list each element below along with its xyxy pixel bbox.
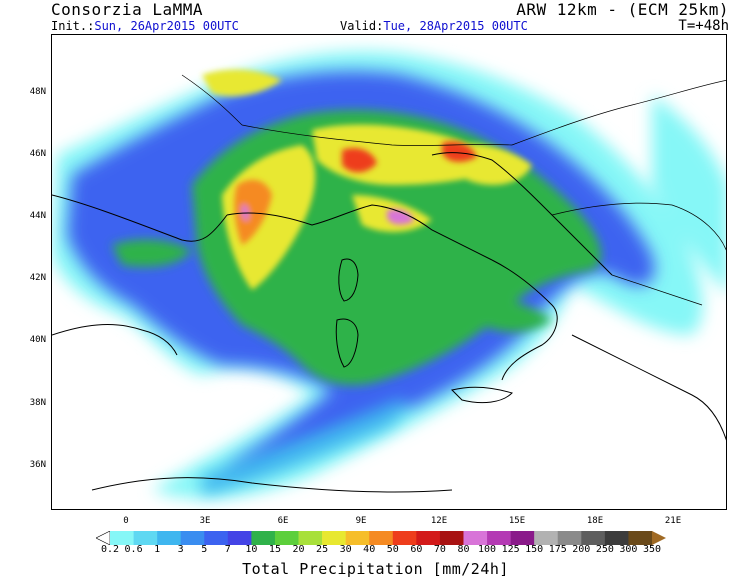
- colorbar-swatch: [510, 531, 535, 545]
- colorbar-swatch: [463, 531, 488, 545]
- colorbar-swatch: [110, 531, 134, 545]
- valid-label: Valid:: [340, 19, 384, 33]
- lon-label: 9E: [355, 516, 367, 526]
- lon-label: 18E: [586, 516, 604, 526]
- colorbar-swatch: [628, 531, 653, 545]
- borders: [181, 74, 726, 306]
- valid-value: Tue, 28Apr2015 00UTC: [383, 19, 528, 33]
- colorbar-level-label: 200: [572, 544, 591, 555]
- colorbar-level-label: 40: [363, 544, 376, 555]
- colorbar-swatch: [487, 531, 511, 545]
- colorbar-level-label: 60: [410, 544, 423, 555]
- colorbar-swatch: [557, 531, 582, 545]
- colorbar-title: Total Precipitation [mm/24h]: [242, 560, 509, 578]
- lat-label: 38N: [29, 398, 46, 408]
- colorbar-level-label: 150: [525, 544, 544, 555]
- lon-label: 15E: [508, 516, 526, 526]
- colorbar-swatch: [416, 531, 441, 545]
- colorbar-swatch: [322, 531, 346, 545]
- colorbar-level-label: 15: [268, 544, 281, 555]
- lon-label: 12E: [430, 516, 448, 526]
- colorbar-level-label: 125: [501, 544, 520, 555]
- lon-label: 21E: [664, 516, 682, 526]
- colorbar-swatch: [369, 531, 394, 545]
- valid-time: Valid:Tue, 28Apr2015 00UTC: [340, 19, 528, 33]
- colorbar-swatch: [251, 531, 276, 545]
- colorbar-swatch: [157, 531, 181, 545]
- precip-layer-red: [234, 141, 477, 245]
- coastlines: [52, 152, 726, 493]
- colorbar-level-label: 10: [245, 544, 258, 555]
- lat-label: 44N: [29, 211, 46, 221]
- colorbar-swatch: [180, 531, 205, 545]
- colorbar-swatch: [604, 531, 629, 545]
- init-time: Init.:Sun, 26Apr2015 00UTC: [51, 19, 239, 33]
- map-canvas: [52, 35, 726, 509]
- org-title: Consorzia LaMMA: [51, 0, 203, 19]
- lon-label: 0: [123, 516, 129, 526]
- colorbar-swatch: [439, 531, 464, 545]
- colorbar-level-label: 80: [457, 544, 470, 555]
- colorbar-swatch: [227, 531, 252, 545]
- colorbar-level-label: 50: [386, 544, 399, 555]
- init-value: Sun, 26Apr2015 00UTC: [94, 19, 239, 33]
- colorbar-level-label: 0.6: [124, 544, 143, 555]
- colorbar-level-label: 70: [433, 544, 446, 555]
- colorbar-swatch: [133, 531, 158, 545]
- lat-label: 40N: [29, 335, 46, 345]
- colorbar-level-label: 175: [548, 544, 567, 555]
- colorbar-level-label: 25: [316, 544, 329, 555]
- colorbar-swatch: [534, 531, 559, 545]
- forecast-step: T=+48h: [678, 18, 729, 34]
- lat-label: 48N: [29, 87, 46, 97]
- lat-label: 46N: [29, 149, 46, 159]
- colorbar-level-label: 30: [339, 544, 352, 555]
- precipitation-colorbar: [96, 531, 666, 545]
- colorbar-swatch: [392, 531, 417, 545]
- colorbar-level-label: 7: [224, 544, 231, 555]
- colorbar-level-label: 250: [595, 544, 614, 555]
- colorbar-low-arrow: [96, 531, 111, 545]
- colorbar-high-arrow: [652, 531, 666, 545]
- precipitation-map: [51, 34, 727, 510]
- colorbar-swatch: [204, 531, 229, 545]
- colorbar-swatch: [345, 531, 370, 545]
- colorbar-level-label: 3: [177, 544, 184, 555]
- colorbar-level-label: 0.2: [100, 544, 120, 555]
- colorbar-level-label: 5: [201, 544, 208, 555]
- colorbar-swatch: [274, 531, 299, 545]
- colorbar-swatch: [581, 531, 606, 545]
- colorbar-level-label: 100: [478, 544, 497, 555]
- model-title: ARW 12km - (ECM 25km): [516, 0, 729, 19]
- colorbar-level-label: 300: [619, 544, 638, 555]
- colorbar-level-label: 350: [642, 544, 662, 555]
- colorbar-level-label: 1: [154, 544, 161, 555]
- init-label: Init.:: [51, 19, 95, 33]
- lon-label: 6E: [277, 516, 289, 526]
- lat-label: 42N: [29, 273, 46, 283]
- colorbar-swatch: [298, 531, 323, 545]
- lat-label: 36N: [29, 460, 46, 470]
- colorbar-level-label: 20: [292, 544, 305, 555]
- lon-label: 3E: [199, 516, 211, 526]
